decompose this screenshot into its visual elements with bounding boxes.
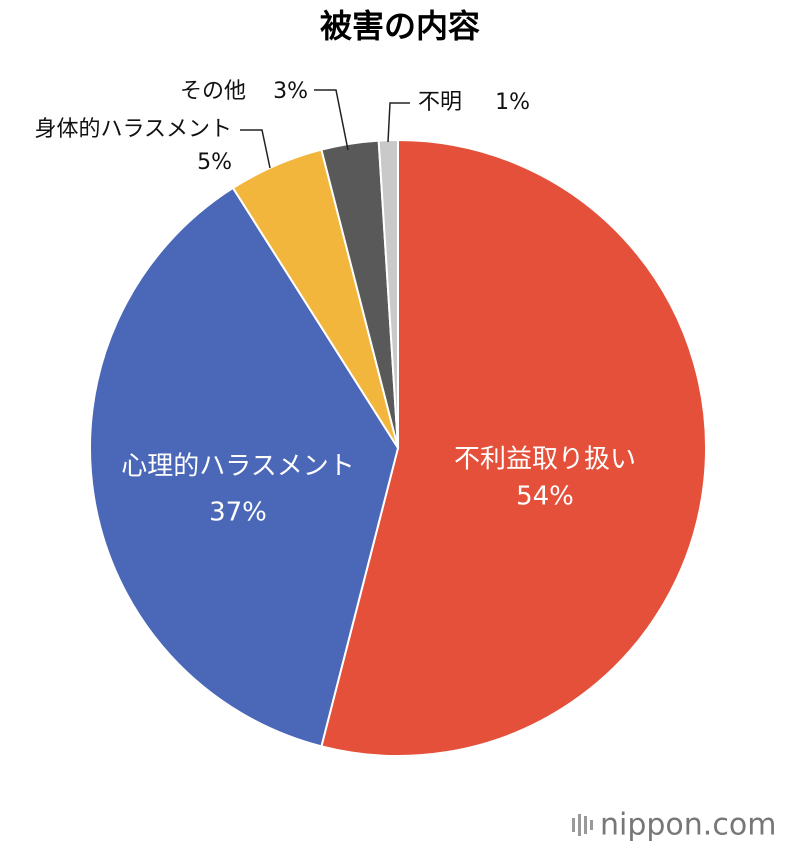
- leader-line: [314, 89, 349, 151]
- category-label: 不利益取り扱い: [454, 445, 636, 475]
- watermark: nippon.com: [600, 808, 776, 843]
- chart-title: 被害の内容: [320, 7, 480, 45]
- category-label: 不明: [418, 90, 462, 115]
- watermark-icon: [572, 814, 593, 836]
- value-label: 5%: [197, 150, 232, 175]
- leader-line: [240, 129, 271, 169]
- pie-slice: [320, 138, 707, 757]
- category-label: 身体的ハラスメント: [34, 117, 232, 142]
- value-label: 54%: [516, 482, 574, 512]
- value-label: 3%: [273, 79, 308, 104]
- value-label: 37%: [209, 498, 267, 528]
- value-label: 1%: [495, 90, 530, 115]
- leader-line: [387, 102, 410, 143]
- category-label: 心理的ハラスメント: [121, 452, 354, 482]
- category-label: その他: [180, 79, 246, 104]
